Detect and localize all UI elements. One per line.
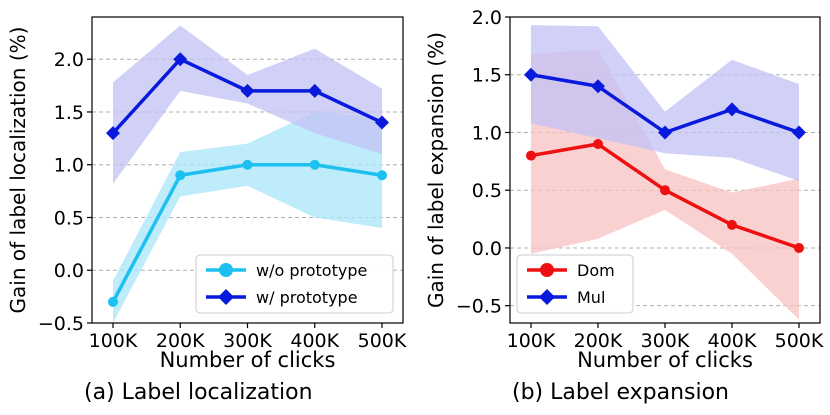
- legend-box: [516, 254, 634, 314]
- data-point: [173, 52, 188, 67]
- y-tick-label: 2.0: [54, 49, 84, 71]
- y-axis-label: Gain of label localization (%): [6, 27, 30, 314]
- x-axis-label: Number of clicks: [577, 348, 753, 372]
- chart-localization: −0.5 0.0 0.5 1.0 1.5 2.0 100K 200K 300K 400K 500K N…: [6, 16, 407, 372]
- data-point: [377, 170, 387, 181]
- data-point: [309, 159, 320, 170]
- x-tick-label: 100K: [89, 330, 138, 352]
- data-point: [727, 219, 737, 230]
- legend: Dom Mul: [516, 254, 634, 314]
- confidence-band-mul: [531, 25, 799, 181]
- data-point: [524, 67, 538, 82]
- data-point: [240, 83, 255, 98]
- y-tick-label: 0.0: [54, 260, 84, 282]
- data-point: [794, 242, 804, 253]
- legend-marker: [539, 289, 555, 305]
- x-tick-label: 300K: [641, 330, 690, 352]
- legend-marker: [219, 263, 233, 277]
- data-point: [307, 83, 322, 98]
- x-tick-label: 100K: [507, 330, 556, 352]
- caption-label-localization: (a) Label localization: [84, 380, 313, 405]
- x-tick-label: 300K: [223, 330, 272, 352]
- y-tick-label: 0.0: [472, 238, 502, 260]
- y-tick-label: −0.5: [38, 313, 84, 335]
- y-tick-label: 0.5: [54, 207, 84, 229]
- legend-marker: [218, 289, 234, 305]
- x-tick-label: 200K: [574, 330, 623, 352]
- caption-label-expansion: (b) Label expansion: [512, 380, 730, 405]
- x-tick-label: 400K: [708, 330, 757, 352]
- data-point: [242, 159, 253, 170]
- y-tick-label: 1.5: [54, 102, 84, 124]
- data-point: [106, 126, 120, 141]
- chart-expansion: −0.5 0.0 0.5 1.0 1.5 2.0 100K 200K 300K 400K 500K N…: [424, 7, 824, 372]
- legend-label: w/o prototype: [256, 261, 367, 280]
- y-axis-label: Gain of label expansion (%): [424, 32, 448, 308]
- data-point: [660, 185, 670, 196]
- data-point: [591, 79, 605, 94]
- legend-label: Mul: [577, 288, 605, 307]
- y-tick-label: 0.5: [472, 180, 502, 202]
- x-tick-label: 200K: [156, 330, 205, 352]
- x-tick-label: 500K: [358, 330, 407, 352]
- y-tick-label: 2.0: [472, 7, 502, 29]
- data-point: [792, 125, 806, 140]
- data-point: [526, 150, 536, 161]
- data-point: [725, 102, 739, 117]
- data-point: [593, 139, 603, 150]
- x-axis-label: Number of clicks: [160, 348, 336, 372]
- legend-label: w/ prototype: [256, 288, 358, 307]
- y-tick-label: −0.5: [456, 296, 502, 318]
- y-tick-label: 1.0: [472, 122, 502, 144]
- legend-label: Dom: [577, 261, 615, 280]
- y-tick-label: 1.0: [54, 155, 84, 177]
- data-point: [108, 296, 118, 307]
- data-point: [658, 125, 672, 140]
- y-tick-label: 1.5: [472, 65, 502, 87]
- data-point: [175, 170, 186, 181]
- legend-marker: [540, 263, 554, 277]
- x-tick-label: 500K: [775, 330, 824, 352]
- legend: w/o prototype w/ prototype: [195, 254, 394, 314]
- x-tick-label: 400K: [290, 330, 339, 352]
- data-point: [375, 115, 389, 130]
